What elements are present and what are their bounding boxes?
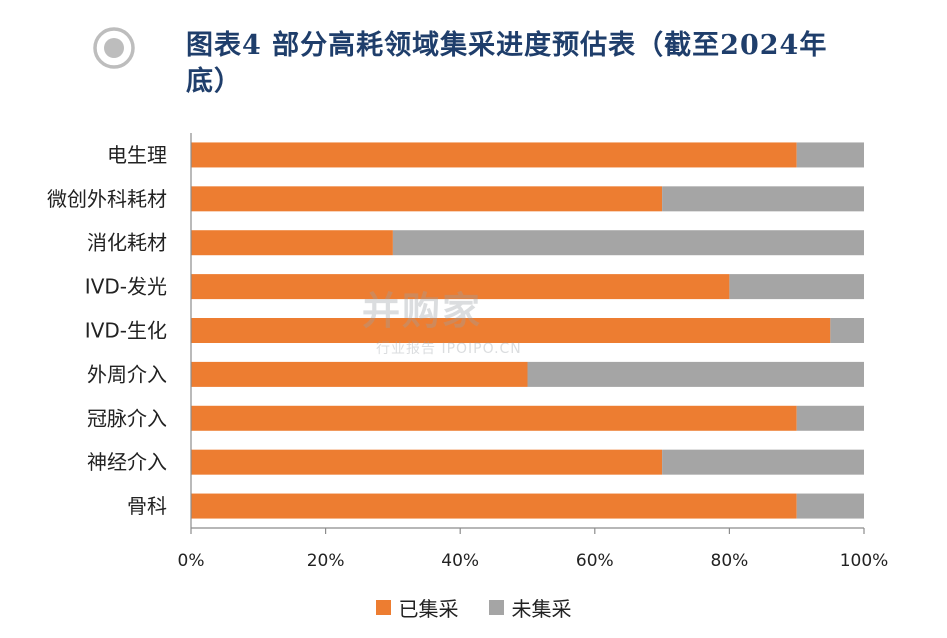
bar-segment-collected [191,274,730,300]
bar-segment-not-collected [796,405,864,431]
bar-segment-collected [191,493,797,519]
bar-segment-collected [191,142,797,168]
bar-segment-collected [191,230,393,256]
legend-swatch [488,599,504,615]
bar-segment-collected [191,186,663,212]
bar-segment-not-collected [662,449,864,475]
chart-title-line2: 底） [186,66,242,97]
bar-segment-not-collected [796,142,864,168]
target-icon [93,27,135,69]
bar-segment-collected [191,361,528,387]
legend-item-not-collected: 未集采 [488,593,572,622]
bar-segment-not-collected [796,493,864,519]
bar-segment-not-collected [527,361,864,387]
category-label: IVD-发光 [85,275,167,299]
bar-segment-collected [191,405,797,431]
category-label: 冠脉介入 [87,406,167,430]
bar-segment-not-collected [830,318,864,343]
x-tick-label: 40% [441,551,479,571]
category-label: 骨科 [127,494,167,518]
category-label: 外周介入 [87,362,167,386]
x-tick-label: 80% [711,551,749,571]
legend-swatch [375,599,391,615]
x-tick-label: 60% [576,551,614,571]
chart-header: 图表4 部分高耗领域集采进度预估表（截至2024年 底） [0,0,947,110]
bar-segment-not-collected [729,274,864,300]
category-label: IVD-生化 [85,319,167,343]
category-label: 消化耗材 [87,231,167,255]
bar-segment-collected [191,318,831,343]
chart-title-line1: 图表4 部分高耗领域集采进度预估表（截至2024年 [186,30,828,61]
x-tick-label: 100% [840,551,889,571]
bar-segment-not-collected [392,230,864,256]
category-label: 电生理 [107,143,167,167]
legend-label: 已集采 [398,596,459,621]
chart-legend: 已集采 未集采 [0,592,947,622]
legend-label: 未集采 [511,596,572,621]
bar-segment-collected [191,449,663,475]
bar-segment-not-collected [662,186,864,212]
category-label: 神经介入 [87,450,167,474]
chart-title: 图表4 部分高耗领域集采进度预估表（截至2024年 底） [186,28,886,100]
x-tick-label: 0% [178,551,205,571]
legend-item-collected: 已集采 [375,593,459,622]
category-label: 微创外科耗材 [47,187,167,211]
x-tick-label: 20% [307,551,345,571]
